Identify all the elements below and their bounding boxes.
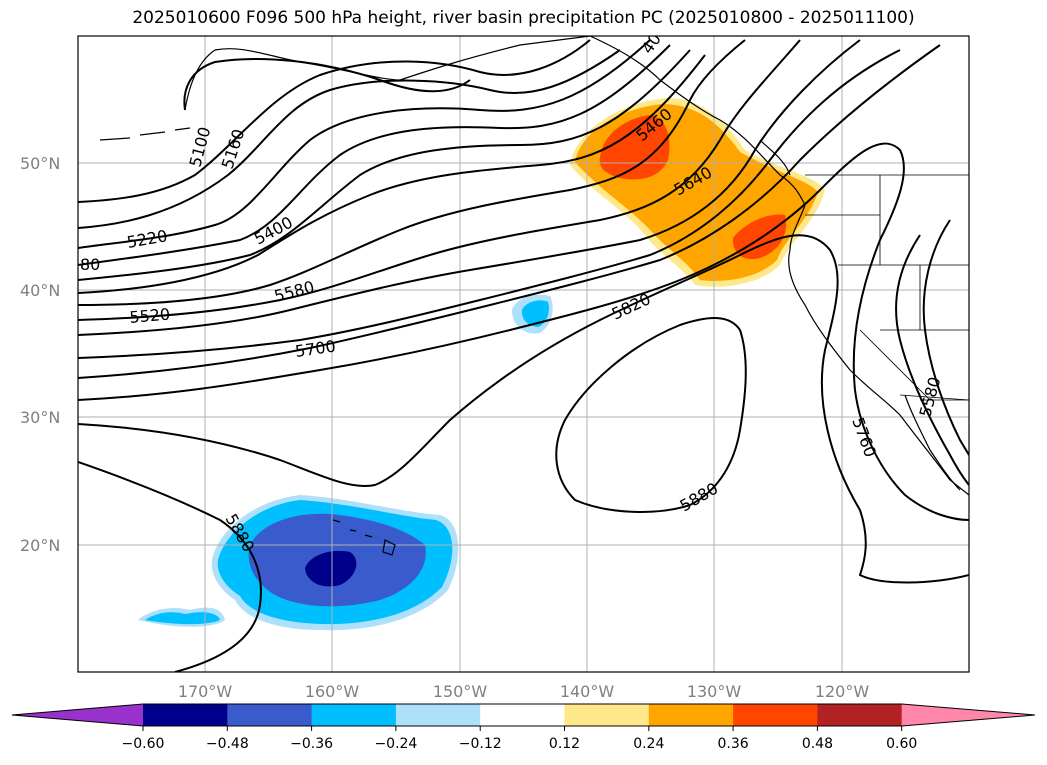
latitude-labels: 50°N 40°N 30°N 20°N xyxy=(20,154,60,555)
colorbar-label: 0.60 xyxy=(886,736,917,752)
colorbar-segment xyxy=(733,704,818,726)
height-contours xyxy=(78,39,969,672)
colorbar-segment xyxy=(480,704,565,726)
contour-5520 xyxy=(78,39,801,321)
contour-5040 xyxy=(183,58,471,111)
coastline-hawaii xyxy=(332,519,396,556)
colorbar: −0.60 −0.48 −0.36 −0.24 −0.12 0.12 0.24 0.36 0.4… xyxy=(11,703,1036,752)
contour-5880-north xyxy=(78,461,262,672)
contour-5760 xyxy=(78,142,969,521)
contour-5100 xyxy=(78,39,591,203)
longitude-labels: 170°W 160°W 150°W 140°W 130°W 120°W xyxy=(178,682,870,701)
lat-label: 30°N xyxy=(20,408,60,427)
contour-label: 80 xyxy=(80,255,100,274)
contour-5700 xyxy=(78,44,941,379)
contour-5580-east xyxy=(895,234,969,486)
contour-5220 xyxy=(78,39,651,249)
contour-5160 xyxy=(78,49,621,229)
lon-label: 120°W xyxy=(815,682,870,701)
colorbar-label: −0.48 xyxy=(206,736,249,752)
contour-5400 xyxy=(78,54,706,294)
lat-label: 50°N xyxy=(20,154,60,173)
lat-label: 40°N xyxy=(20,281,60,300)
chart-title: 2025010600 F096 500 hPa height, river ba… xyxy=(132,8,915,28)
contour-5580 xyxy=(78,39,861,336)
colorbar-label: −0.12 xyxy=(459,736,502,752)
colorbar-segment xyxy=(143,704,228,726)
negative-anomaly-hawaii-core xyxy=(305,550,357,587)
colorbar-label: 0.24 xyxy=(633,736,664,752)
precip-shading xyxy=(138,97,825,631)
lat-label: 20°N xyxy=(20,536,60,555)
colorbar-label: 0.12 xyxy=(549,736,580,752)
colorbar-extend-low xyxy=(12,704,143,726)
coastline-baja xyxy=(904,394,961,491)
contour-5820 xyxy=(78,234,969,584)
contour-5340 xyxy=(78,49,691,281)
contour-5640-east xyxy=(922,219,969,456)
contour-5460 xyxy=(78,39,746,306)
colorbar-label: −0.36 xyxy=(290,736,333,752)
contour-label: 5520 xyxy=(129,305,171,327)
lon-label: 170°W xyxy=(178,682,233,701)
colorbar-segment xyxy=(395,704,481,726)
negative-anomaly-west-core xyxy=(145,612,220,625)
lon-label: 160°W xyxy=(305,682,360,701)
colorbar-segment xyxy=(817,704,903,726)
us-mexico-border xyxy=(899,394,969,401)
colorbar-label: −0.24 xyxy=(374,736,417,752)
coastline-aleutians xyxy=(99,127,191,141)
colorbar-segment xyxy=(227,704,313,726)
lon-label: 130°W xyxy=(687,682,742,701)
lon-label: 140°W xyxy=(560,682,615,701)
colorbar-label: 0.36 xyxy=(718,736,749,752)
colorbar-segment xyxy=(564,704,650,726)
contour-5880-south xyxy=(555,317,747,513)
colorbar-segment xyxy=(311,704,397,726)
colorbar-label: 0.48 xyxy=(802,736,833,752)
contour-5640 xyxy=(78,49,901,359)
contour-5280 xyxy=(78,44,671,266)
negative-anomaly-small-core xyxy=(521,300,549,327)
map-frame xyxy=(77,35,970,673)
lon-label: 150°W xyxy=(433,682,488,701)
map-panel: 5100 5160 5220 80 5400 5520 5580 5700 54… xyxy=(78,36,969,672)
colorbar-segment xyxy=(648,704,734,726)
coastline-north-america xyxy=(589,36,969,496)
colorbar-extend-high xyxy=(901,704,1035,726)
colorbar-label: −0.60 xyxy=(122,736,165,752)
